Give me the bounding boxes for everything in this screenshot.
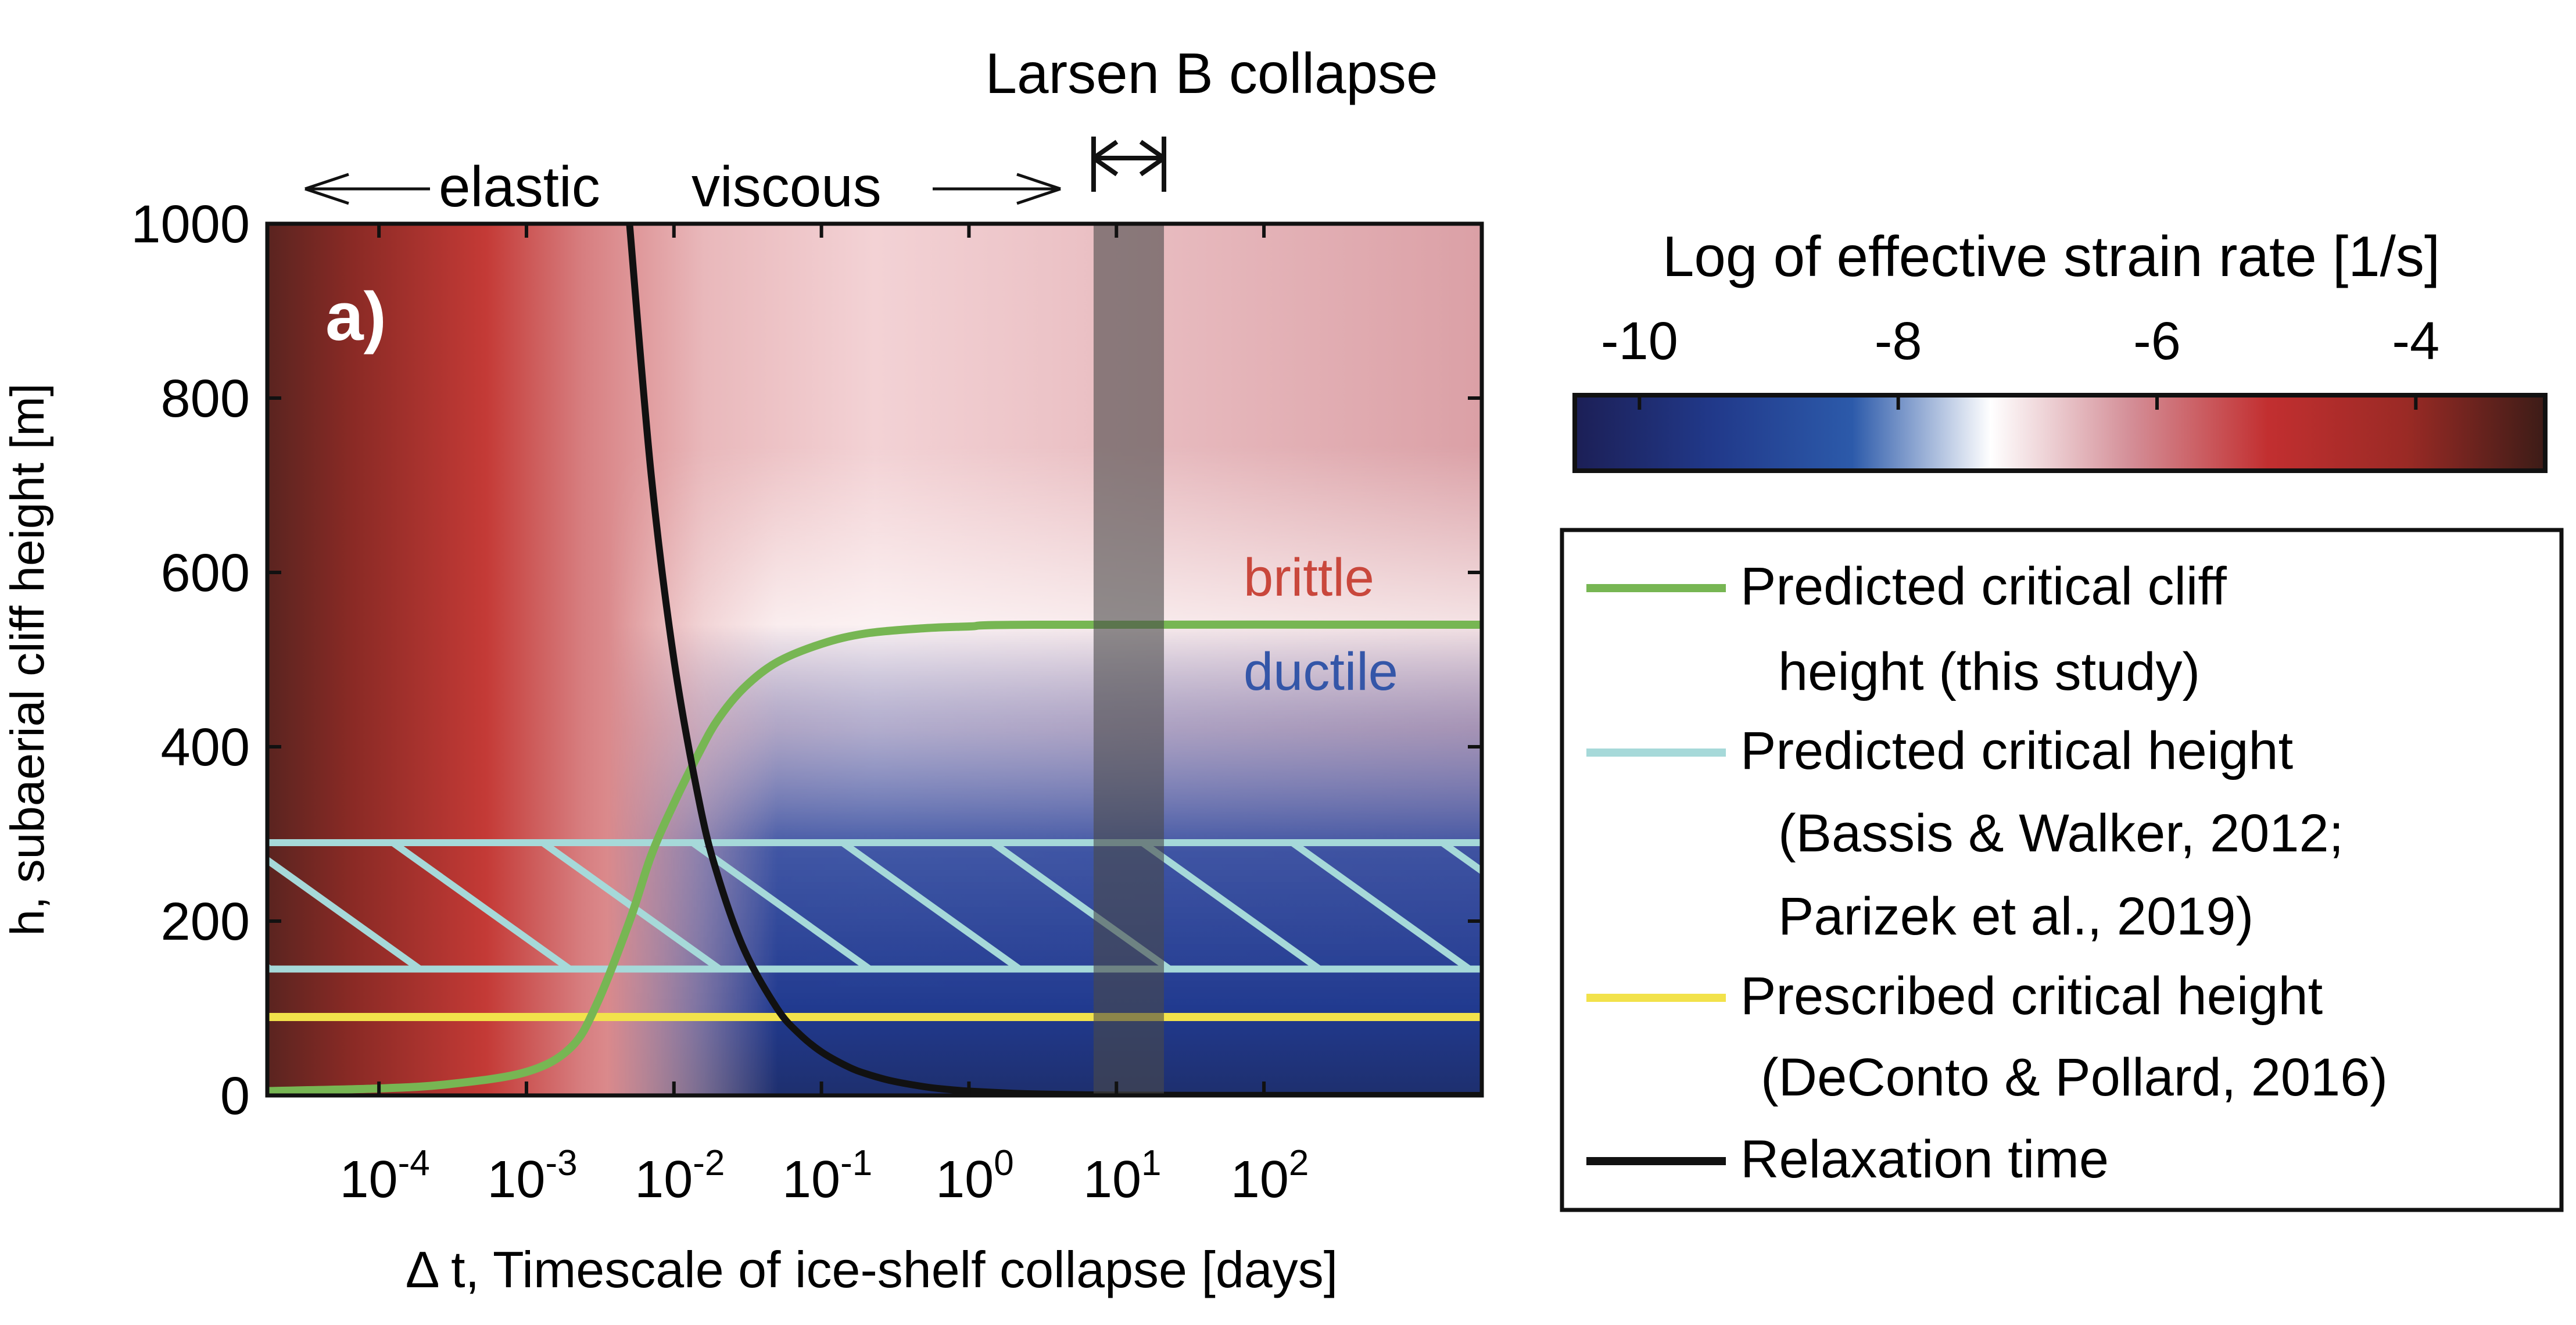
elastic-arrow-head <box>304 173 349 205</box>
band-hatch-line <box>1290 843 1471 969</box>
x-tick-label: 10-1 <box>782 1143 872 1209</box>
legend-label: Predicted critical height <box>1740 721 2293 780</box>
x-tick-label: 10-2 <box>635 1143 725 1209</box>
larsen-bracket-heads <box>1092 139 1166 177</box>
x-tick-label: 102 <box>1231 1143 1309 1209</box>
colorbar-bar <box>1572 393 2548 473</box>
legend-item: Predicted critical cliff height (this stu… <box>1586 557 2227 701</box>
legend-label: Relaxation time <box>1740 1130 2109 1189</box>
band-hatch-line <box>1440 843 1482 875</box>
heatmap-vertical-shade <box>267 224 1482 1095</box>
legend-label: Prescribed critical height <box>1740 966 2323 1026</box>
critical-height-band <box>267 839 1482 973</box>
legend-item: Prescribed critical height (DeConto & Pol… <box>1586 966 2388 1107</box>
x-tick-exponent: 2 <box>1289 1143 1309 1183</box>
y-tick-label: 1000 <box>131 195 250 254</box>
elastic-label: elastic <box>439 155 600 219</box>
plot-frame <box>265 221 1484 1098</box>
colorbar-tick-label: -6 <box>2133 311 2181 371</box>
larsen-b-collapse-band <box>1093 224 1165 1095</box>
band-hatch-line <box>690 843 872 969</box>
colorbar-tick-label: -10 <box>1601 311 1678 371</box>
colorbar-tick-label: -4 <box>2392 311 2439 371</box>
x-tick-exponent: -1 <box>840 1143 872 1183</box>
band-hatch-line <box>390 843 572 969</box>
x-tick-base: 10 <box>782 1151 840 1209</box>
series-predicted-critical-cliff-height <box>267 620 1482 1095</box>
colorbar-ticks: -10 -8 -6 -4 <box>1601 311 2439 410</box>
viscous-label: viscous <box>692 155 882 219</box>
legend-label: (DeConto & Pollard, 2016) <box>1761 1048 2388 1107</box>
x-tick-exponent: 1 <box>1141 1143 1161 1183</box>
viscous-arrow-head <box>1016 173 1061 205</box>
y-axis: 0 200 400 600 800 1000 <box>131 195 1482 1126</box>
legend-box <box>1560 528 2564 1212</box>
larsen-bracket <box>1091 137 1167 192</box>
x-tick-base: 10 <box>1083 1151 1141 1209</box>
x-tick-exponent: 0 <box>994 1143 1013 1183</box>
x-tick-exponent: -3 <box>545 1143 577 1183</box>
legend-label: height (this study) <box>1778 642 2200 701</box>
x-tick-exponent: -2 <box>693 1143 725 1183</box>
x-axis-label-symbol: Δ <box>406 1241 439 1298</box>
band-hatch-line <box>840 843 1022 969</box>
x-tick-base: 10 <box>936 1151 994 1209</box>
legend-item: Relaxation time <box>1586 1130 2109 1189</box>
colorbar-title: Log of effective strain rate [1/s] <box>1663 224 2440 288</box>
y-tick-label: 800 <box>161 369 250 428</box>
colorbar: Log of effective strain rate [1/s] -10 -8… <box>1572 224 2548 473</box>
x-axis-label: Δ t, Timescale of ice-shelf collapse [da… <box>406 1241 1338 1298</box>
legend-item: Predicted critical height (Bassis & Walke… <box>1586 721 2344 946</box>
x-tick-base: 10 <box>340 1151 398 1209</box>
legend-label: Predicted critical cliff <box>1740 557 2227 616</box>
x-tick-label: 101 <box>1083 1143 1162 1209</box>
y-tick-label: 400 <box>161 718 250 777</box>
band-hatch-line <box>267 855 422 969</box>
x-tick-label: 10-3 <box>487 1143 577 1209</box>
x-tick-base: 10 <box>1231 1151 1289 1209</box>
x-tick-base: 10 <box>635 1151 693 1209</box>
top-annotations: elastic viscous Larsen B collapse <box>304 41 1438 219</box>
larsen-label: Larsen B collapse <box>985 41 1438 105</box>
legend: Predicted critical cliff height (this stu… <box>1560 528 2564 1212</box>
y-tick-label: 200 <box>161 892 250 951</box>
x-tick-exponent: -4 <box>398 1143 430 1183</box>
panel-label: a) <box>325 278 386 355</box>
x-axis-label-text: t, Timescale of ice-shelf collapse [days… <box>437 1241 1338 1298</box>
x-tick-label: 100 <box>936 1143 1014 1209</box>
x-tick-label: 10-4 <box>340 1143 430 1209</box>
band-hatch-line <box>1140 843 1321 969</box>
legend-label: Parizek et al., 2019) <box>1778 887 2253 946</box>
legend-label: (Bassis & Walker, 2012; <box>1778 804 2344 863</box>
y-tick-label: 0 <box>220 1066 250 1126</box>
x-tick-base: 10 <box>487 1151 545 1209</box>
legend-items: Predicted critical cliff height (this stu… <box>1586 557 2388 1189</box>
x-axis: 10-4 10-3 10-2 10-1 100 101 102 <box>340 224 1309 1209</box>
y-tick-label: 600 <box>161 543 250 603</box>
ductile-label: ductile <box>1244 642 1398 701</box>
colorbar-tick-label: -8 <box>1875 311 1922 371</box>
brittle-label: brittle <box>1244 548 1374 607</box>
y-axis-label: h, subaerial cliff height [m] <box>1 383 54 936</box>
